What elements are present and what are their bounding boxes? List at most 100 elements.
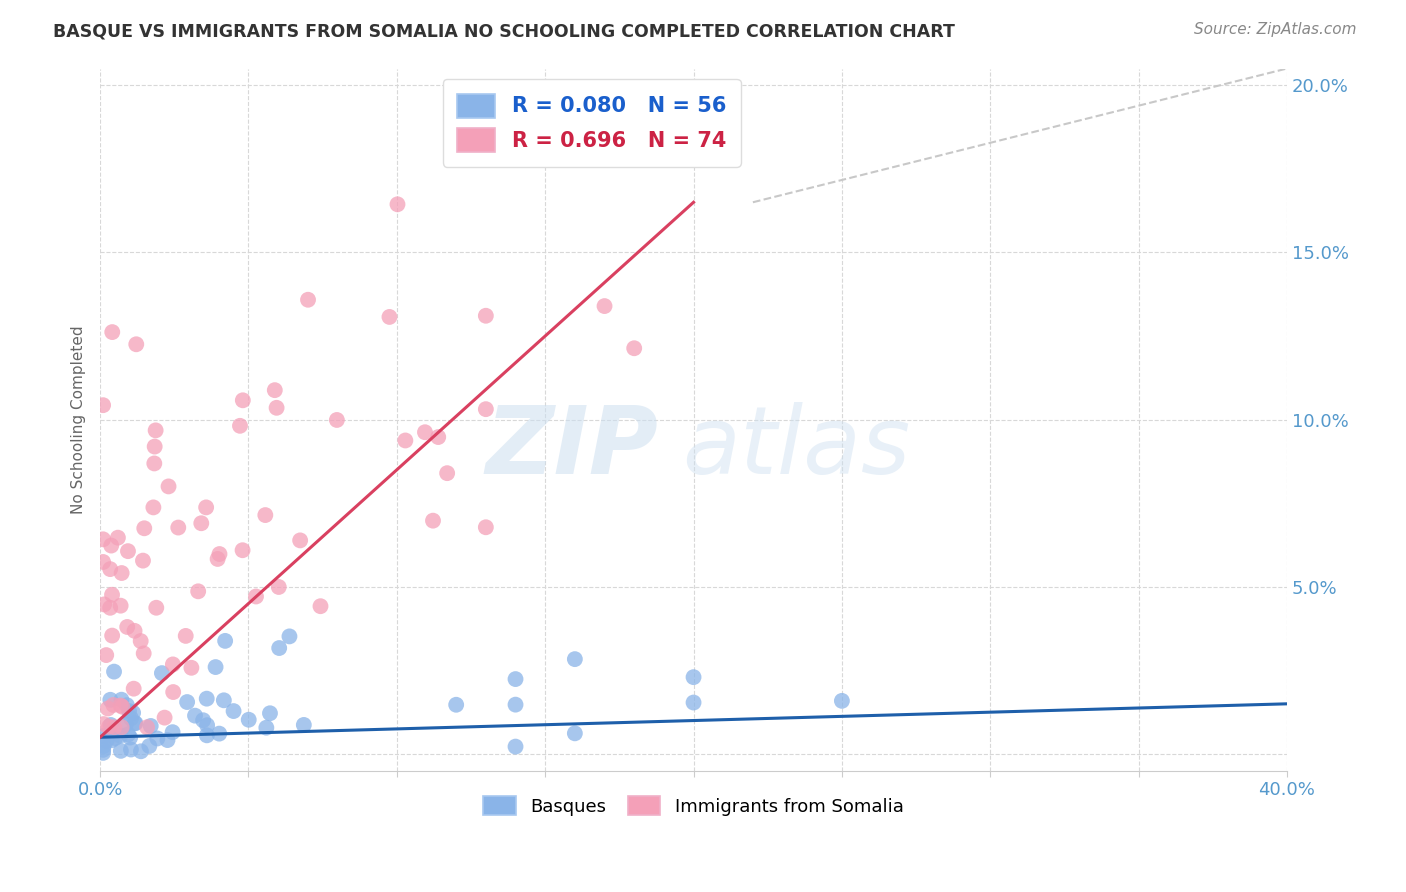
Point bbox=[129, 744, 152, 758]
Point bbox=[309, 599, 332, 614]
Point bbox=[115, 698, 138, 713]
Point bbox=[157, 479, 180, 493]
Point bbox=[146, 731, 169, 746]
Point bbox=[107, 531, 129, 545]
Point bbox=[101, 588, 124, 602]
Point bbox=[505, 672, 527, 686]
Point bbox=[238, 713, 260, 727]
Point bbox=[267, 580, 290, 594]
Point bbox=[326, 413, 349, 427]
Point bbox=[98, 720, 121, 734]
Point bbox=[101, 325, 124, 339]
Point bbox=[505, 698, 527, 712]
Point bbox=[222, 704, 245, 718]
Point bbox=[564, 652, 586, 666]
Point bbox=[156, 733, 179, 747]
Point bbox=[232, 393, 254, 408]
Point bbox=[162, 685, 184, 699]
Point bbox=[91, 533, 114, 547]
Point bbox=[427, 430, 450, 444]
Point bbox=[110, 744, 132, 758]
Point bbox=[124, 716, 146, 731]
Point bbox=[207, 552, 229, 566]
Point bbox=[413, 425, 436, 440]
Text: BASQUE VS IMMIGRANTS FROM SOMALIA NO SCHOOLING COMPLETED CORRELATION CHART: BASQUE VS IMMIGRANTS FROM SOMALIA NO SCH… bbox=[53, 22, 955, 40]
Point bbox=[475, 128, 498, 143]
Point bbox=[132, 553, 155, 567]
Point bbox=[505, 739, 527, 754]
Point bbox=[96, 733, 118, 747]
Point bbox=[91, 743, 114, 757]
Y-axis label: No Schooling Completed: No Schooling Completed bbox=[72, 326, 86, 514]
Point bbox=[436, 466, 458, 480]
Text: ZIP: ZIP bbox=[485, 401, 658, 493]
Point bbox=[153, 711, 176, 725]
Point bbox=[143, 440, 166, 454]
Point bbox=[110, 599, 132, 613]
Point bbox=[831, 694, 853, 708]
Point bbox=[176, 695, 198, 709]
Point bbox=[394, 434, 416, 448]
Point bbox=[682, 696, 704, 710]
Point bbox=[93, 739, 115, 753]
Point bbox=[100, 539, 122, 553]
Point bbox=[297, 293, 319, 307]
Point bbox=[96, 648, 118, 662]
Point bbox=[180, 661, 202, 675]
Point bbox=[104, 731, 127, 745]
Point bbox=[114, 717, 136, 731]
Text: atlas: atlas bbox=[682, 402, 910, 493]
Point bbox=[132, 647, 155, 661]
Point bbox=[100, 718, 122, 732]
Point bbox=[184, 708, 207, 723]
Point bbox=[111, 720, 134, 734]
Point bbox=[101, 733, 124, 747]
Point bbox=[245, 590, 267, 604]
Point bbox=[208, 726, 231, 740]
Point bbox=[195, 718, 218, 732]
Point bbox=[136, 720, 159, 734]
Point bbox=[122, 681, 145, 696]
Point bbox=[110, 692, 132, 706]
Point bbox=[134, 521, 156, 535]
Point bbox=[103, 665, 125, 679]
Point bbox=[162, 657, 184, 672]
Point bbox=[269, 640, 291, 655]
Point bbox=[139, 719, 162, 733]
Point bbox=[120, 711, 142, 725]
Point bbox=[91, 398, 114, 412]
Point bbox=[212, 693, 235, 707]
Point bbox=[475, 402, 498, 417]
Point bbox=[142, 500, 165, 515]
Point bbox=[288, 533, 311, 548]
Point bbox=[110, 729, 132, 743]
Point bbox=[278, 629, 301, 643]
Point bbox=[292, 718, 315, 732]
Point bbox=[150, 666, 173, 681]
Point bbox=[174, 629, 197, 643]
Point bbox=[124, 624, 146, 638]
Point bbox=[115, 620, 138, 634]
Point bbox=[103, 698, 125, 712]
Point bbox=[623, 341, 645, 355]
Point bbox=[103, 720, 125, 734]
Point bbox=[195, 728, 218, 742]
Point bbox=[204, 660, 226, 674]
Point bbox=[110, 698, 132, 713]
Point bbox=[145, 600, 167, 615]
Point bbox=[187, 584, 209, 599]
Point bbox=[564, 726, 586, 740]
Legend: Basques, Immigrants from Somalia: Basques, Immigrants from Somalia bbox=[474, 788, 912, 825]
Point bbox=[422, 514, 444, 528]
Point bbox=[129, 634, 152, 648]
Point bbox=[138, 739, 160, 753]
Point bbox=[593, 299, 616, 313]
Point bbox=[214, 633, 236, 648]
Point bbox=[254, 508, 277, 522]
Point bbox=[195, 691, 218, 706]
Point bbox=[93, 717, 115, 731]
Point bbox=[111, 699, 134, 714]
Point bbox=[143, 457, 166, 471]
Point bbox=[191, 713, 214, 727]
Point bbox=[117, 544, 139, 558]
